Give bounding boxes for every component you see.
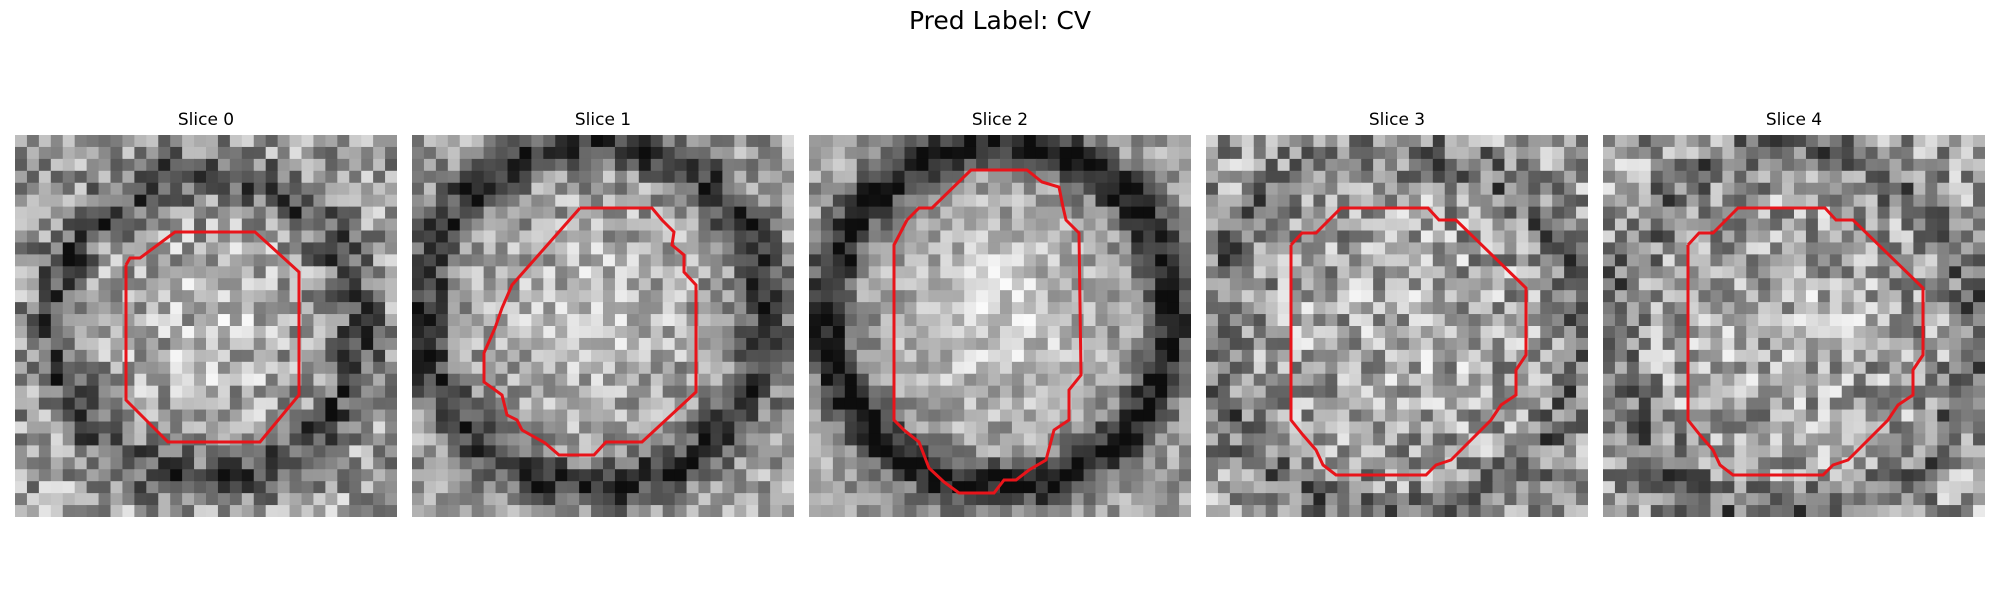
segmentation-contour-1 bbox=[482, 206, 698, 457]
slice-panel-1: Slice 1 bbox=[412, 108, 794, 517]
segmentation-contour-3 bbox=[1289, 206, 1528, 477]
segmentation-contour-0 bbox=[124, 230, 301, 444]
slice-title-4: Slice 4 bbox=[1765, 110, 1823, 130]
slice-title-1: Slice 1 bbox=[574, 110, 632, 130]
slice-image-2 bbox=[809, 135, 1191, 517]
slice-panel-0: Slice 0 bbox=[15, 108, 397, 517]
slice-panel-3: Slice 3 bbox=[1206, 108, 1588, 517]
slice-panel-4: Slice 4 bbox=[1603, 108, 1985, 517]
slice-panel-2: Slice 2 bbox=[809, 108, 1191, 517]
slice-image-4 bbox=[1603, 135, 1985, 517]
slice-title-2: Slice 2 bbox=[971, 110, 1029, 130]
slice-title-0: Slice 0 bbox=[177, 110, 235, 130]
figure-title: Pred Label: CV bbox=[909, 6, 1091, 35]
slice-title-3: Slice 3 bbox=[1368, 110, 1426, 130]
segmentation-contour-4 bbox=[1686, 206, 1925, 477]
slice-image-0 bbox=[15, 135, 397, 517]
slice-image-1 bbox=[412, 135, 794, 517]
slice-image-3 bbox=[1206, 135, 1588, 517]
segmentation-contour-2 bbox=[892, 168, 1083, 495]
